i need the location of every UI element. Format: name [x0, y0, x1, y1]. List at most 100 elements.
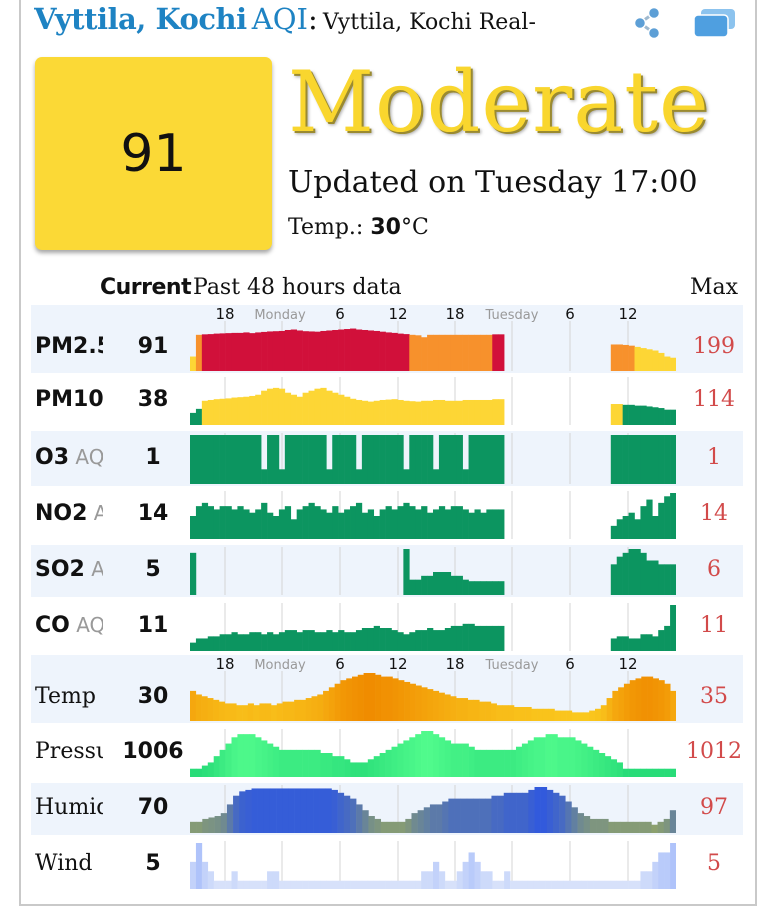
bar[interactable] — [237, 634, 244, 651]
bar[interactable] — [427, 731, 434, 777]
bar[interactable] — [397, 333, 404, 371]
bar[interactable] — [467, 699, 474, 721]
bar[interactable] — [577, 813, 585, 833]
bar[interactable] — [361, 628, 369, 651]
bar[interactable] — [344, 509, 351, 539]
bar[interactable] — [628, 345, 635, 371]
bar[interactable] — [284, 506, 292, 539]
bar[interactable] — [267, 331, 274, 371]
bar[interactable] — [468, 581, 475, 595]
bar[interactable] — [290, 630, 297, 651]
bar[interactable] — [610, 525, 618, 539]
bar[interactable] — [313, 788, 320, 833]
bar[interactable] — [231, 332, 238, 371]
bar[interactable] — [454, 798, 461, 833]
bar[interactable] — [618, 687, 625, 721]
bar[interactable] — [486, 749, 493, 777]
bar[interactable] — [415, 401, 422, 425]
bar[interactable] — [218, 701, 226, 721]
bar[interactable] — [207, 334, 215, 371]
bar[interactable] — [230, 703, 237, 721]
bar[interactable] — [651, 824, 658, 833]
bar[interactable] — [355, 502, 363, 539]
bar[interactable] — [296, 880, 303, 889]
bar[interactable] — [278, 632, 286, 651]
bar[interactable] — [397, 435, 404, 484]
bar[interactable] — [628, 512, 635, 539]
bar[interactable] — [375, 674, 382, 721]
bar[interactable] — [417, 810, 425, 833]
bar[interactable] — [456, 743, 463, 777]
bar[interactable] — [344, 396, 351, 425]
bar[interactable] — [557, 737, 564, 777]
bar[interactable] — [466, 798, 474, 833]
bar[interactable] — [231, 509, 238, 539]
bar[interactable] — [231, 871, 238, 889]
bar[interactable] — [563, 737, 570, 777]
bar[interactable] — [403, 549, 410, 595]
bar[interactable] — [480, 749, 487, 777]
bar[interactable] — [367, 628, 375, 651]
bar[interactable] — [423, 807, 431, 833]
bar[interactable] — [405, 818, 412, 833]
bar[interactable] — [415, 509, 422, 539]
bar[interactable] — [587, 746, 594, 777]
bar[interactable] — [299, 699, 307, 721]
bar[interactable] — [323, 690, 330, 721]
bar[interactable] — [225, 435, 232, 484]
bar[interactable] — [397, 399, 404, 425]
bar[interactable] — [255, 394, 262, 425]
bar[interactable] — [290, 435, 297, 484]
bar[interactable] — [658, 680, 665, 721]
bar[interactable] — [480, 334, 487, 371]
bar[interactable] — [379, 628, 386, 651]
bar[interactable] — [213, 333, 220, 371]
bar[interactable] — [237, 734, 244, 777]
bar[interactable] — [486, 334, 493, 371]
bar[interactable] — [472, 798, 480, 833]
bar[interactable] — [207, 399, 215, 425]
bar[interactable] — [326, 512, 333, 539]
bar[interactable] — [589, 818, 597, 833]
bar[interactable] — [284, 392, 292, 425]
bar[interactable] — [320, 509, 327, 539]
bar[interactable] — [516, 792, 523, 833]
bar[interactable] — [338, 756, 345, 777]
bar[interactable] — [367, 401, 375, 425]
bar[interactable] — [622, 768, 629, 777]
bar[interactable] — [362, 810, 369, 833]
bar[interactable] — [243, 734, 250, 777]
share-icon[interactable] — [630, 6, 666, 40]
bar[interactable] — [385, 399, 392, 425]
bar[interactable] — [508, 705, 515, 721]
bar[interactable] — [551, 880, 558, 889]
bar[interactable] — [409, 334, 416, 371]
bar[interactable] — [427, 689, 434, 721]
bar[interactable] — [385, 332, 392, 371]
bar[interactable] — [474, 435, 481, 484]
bar[interactable] — [190, 861, 197, 889]
bar[interactable] — [652, 350, 659, 372]
bar[interactable] — [622, 344, 629, 371]
bar[interactable] — [646, 634, 653, 651]
bar[interactable] — [261, 502, 268, 539]
bar[interactable] — [201, 861, 209, 889]
bar[interactable] — [628, 768, 635, 777]
bar[interactable] — [450, 625, 458, 651]
bar[interactable] — [202, 818, 209, 833]
bar[interactable] — [290, 394, 297, 425]
bar[interactable] — [278, 388, 286, 425]
bar[interactable] — [201, 334, 209, 371]
bar[interactable] — [657, 821, 664, 833]
bar[interactable] — [533, 737, 540, 777]
bar[interactable] — [355, 630, 363, 651]
bar[interactable] — [616, 636, 623, 651]
bar[interactable] — [190, 516, 197, 539]
bar[interactable] — [598, 880, 606, 889]
bar[interactable] — [201, 400, 209, 425]
bar[interactable] — [670, 435, 676, 484]
bar[interactable] — [207, 435, 215, 484]
bar[interactable] — [664, 496, 671, 539]
bar[interactable] — [272, 746, 280, 777]
bar[interactable] — [399, 821, 406, 833]
